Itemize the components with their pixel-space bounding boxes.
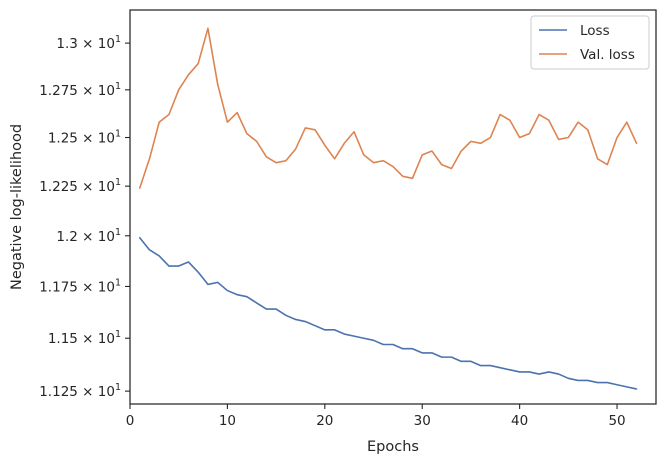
y-tick-label: 1.15 × 101 — [48, 329, 121, 347]
y-tick-label: 1.125 × 101 — [39, 382, 121, 400]
y-tick-label: 1.25 × 101 — [48, 129, 121, 147]
x-tick-label: 30 — [414, 413, 431, 429]
series-line-val-loss — [138, 27, 638, 189]
x-tick-label: 20 — [316, 413, 333, 429]
x-tick-label: 50 — [608, 413, 625, 429]
legend-label-val-loss: Val. loss — [580, 47, 635, 63]
series-line-loss — [138, 236, 638, 390]
legend: Loss Val. loss — [530, 15, 650, 70]
y-tick-label: 1.2 × 101 — [56, 227, 121, 245]
x-axis-label: Epochs — [367, 439, 419, 455]
y-axis-label: Negative log-likelihood — [9, 124, 25, 290]
y-tick-label: 1.175 × 101 — [39, 277, 121, 295]
plot-background — [130, 10, 656, 404]
x-axis-ticks: 0 10 20 30 40 50 — [126, 404, 626, 429]
x-tick-label: 0 — [126, 413, 135, 429]
y-tick-label: 1.3 × 101 — [56, 34, 121, 52]
plot-frame — [129, 9, 657, 405]
y-axis-ticks: 1.125 × 101 1.15 × 101 1.175 × 101 1.2 × 10… — [39, 34, 130, 400]
y-tick-label: 1.275 × 101 — [39, 81, 121, 99]
x-tick-label: 40 — [511, 413, 528, 429]
legend-label-loss: Loss — [580, 23, 610, 39]
y-tick-label: 1.225 × 101 — [39, 177, 121, 195]
series-layer — [138, 27, 638, 390]
x-tick-label: 10 — [219, 413, 236, 429]
